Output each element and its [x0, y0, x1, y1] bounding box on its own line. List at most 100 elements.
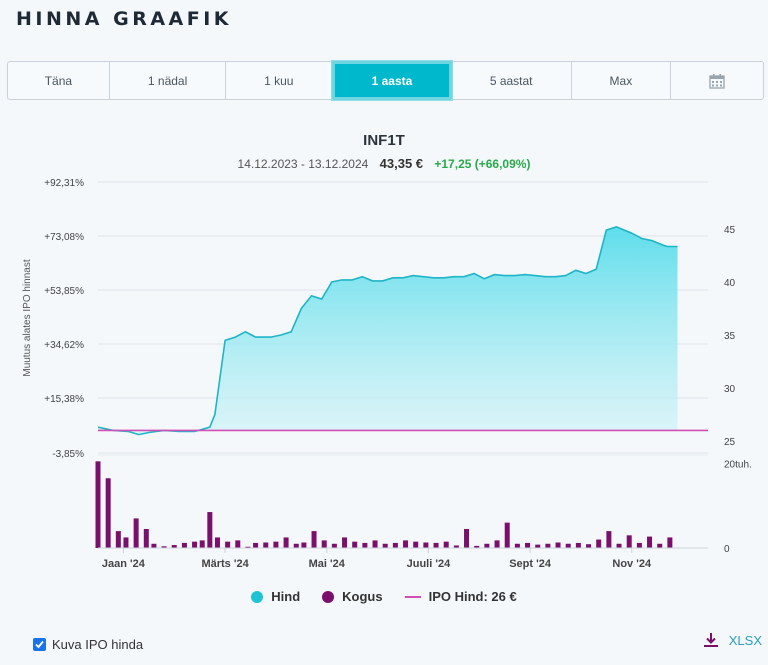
volume-bar	[514, 543, 520, 548]
legend-volume[interactable]: Kogus	[322, 589, 383, 604]
volume-bar	[181, 542, 187, 548]
volume-bar	[105, 478, 111, 548]
volume-bar	[443, 541, 449, 548]
volume-bar	[647, 536, 653, 548]
price-line	[97, 226, 678, 436]
calendar-button[interactable]	[671, 62, 763, 99]
volume-axis-tick: 20tuh.	[724, 459, 752, 470]
volume-bar	[423, 542, 429, 548]
volume-bar	[575, 542, 581, 548]
tab-1-year[interactable]: 1 aasta	[332, 61, 452, 100]
volume-bar	[413, 541, 419, 548]
right-axis-tick: 25	[724, 437, 736, 448]
x-axis-tick: Nov '24	[612, 558, 652, 570]
right-axis-tick: 45	[724, 225, 736, 236]
download-label: XLSX	[728, 632, 762, 648]
left-axis-label: Muutus alates IPO hinnast	[22, 259, 33, 377]
volume-bar	[586, 544, 592, 548]
legend-ipo-label: IPO Hind: 26 €	[428, 589, 517, 604]
volume-bar	[494, 540, 500, 548]
volume-bar	[199, 540, 205, 548]
date-range: 14.12.2023 - 13.12.2024	[237, 157, 369, 171]
check-icon	[35, 640, 44, 649]
volume-bar	[596, 539, 602, 548]
legend-price[interactable]: Hind	[251, 589, 300, 604]
tab-max[interactable]: Max	[572, 62, 672, 99]
tab-1-month[interactable]: 1 kuu	[226, 62, 333, 99]
tab-5-years[interactable]: 5 aastat	[452, 62, 572, 99]
legend-ipo[interactable]: IPO Hind: 26 €	[404, 589, 517, 604]
price-change: +17,25 (+66,09%)	[434, 157, 531, 171]
left-axis-tick: +34,62%	[44, 340, 84, 351]
chart-summary: 14.12.2023 - 13.12.2024 43,35 € +17,25 (…	[0, 156, 768, 171]
volume-bar	[331, 543, 337, 548]
volume-bar	[235, 540, 241, 548]
volume-bar	[273, 541, 279, 548]
legend-price-label: Hind	[271, 589, 301, 604]
x-axis-tick: Juuli '24	[407, 558, 451, 570]
x-axis-tick: Märts '24	[201, 558, 249, 570]
volume-bar	[225, 541, 231, 548]
tab-today[interactable]: Täna	[8, 62, 110, 99]
volume-bar	[161, 546, 167, 548]
right-axis-tick: 35	[724, 331, 736, 342]
volume-bar	[151, 543, 157, 548]
right-axis-tick: 40	[724, 278, 736, 289]
volume-bar	[352, 541, 358, 548]
chart-ticker: INF1T	[363, 132, 405, 149]
price-chart: +92,31% +73,08% +53,85% +34,62% +15,38% -3,85…	[22, 178, 752, 570]
volume-bar	[372, 540, 378, 548]
page-title: HINNA GRAAFIK	[16, 8, 232, 30]
volume-bar	[245, 546, 251, 548]
volume-bar	[342, 537, 348, 548]
left-axis-tick: -3,85%	[52, 449, 84, 460]
calendar-icon	[709, 73, 725, 89]
volume-bar	[382, 543, 388, 548]
volume-bar	[311, 531, 317, 548]
volume-bar	[484, 543, 490, 548]
volume-bar	[555, 542, 561, 548]
volume-bar	[525, 542, 531, 548]
volume-bar	[293, 543, 299, 548]
x-axis-tick: Jaan '24	[102, 558, 146, 570]
volume-bar	[283, 537, 289, 548]
volume-axis-tick: 0	[724, 544, 730, 555]
volume-bar	[123, 537, 129, 548]
price-area	[98, 226, 678, 435]
volume-bar	[143, 528, 149, 548]
legend-price-marker	[251, 590, 264, 603]
volume-bar	[545, 543, 551, 548]
legend-ipo-marker	[404, 595, 421, 598]
volume-bar	[133, 518, 139, 548]
volume-bar	[464, 528, 470, 548]
volume-bar	[453, 545, 459, 548]
legend-volume-label: Kogus	[342, 589, 383, 604]
volume-bar	[214, 537, 220, 548]
volume-bar	[171, 545, 177, 548]
left-axis-tick: +73,08%	[44, 232, 84, 243]
volume-bar	[535, 544, 541, 548]
left-axis-tick: +53,85%	[44, 286, 84, 297]
volume-bar	[667, 537, 673, 548]
x-axis-tick: Mai '24	[309, 558, 346, 570]
download-xlsx-button[interactable]: XLSX	[703, 632, 762, 648]
volume-bar	[207, 512, 213, 548]
volume-bar	[263, 542, 269, 548]
volume-bar	[192, 541, 198, 548]
volume-bar	[626, 535, 632, 548]
period-tabs: Täna 1 nädal 1 kuu 1 aasta 5 aastat Max	[7, 61, 764, 100]
volume-bar	[636, 542, 642, 548]
volume-bar	[321, 540, 327, 548]
show-ipo-checkbox[interactable]	[33, 638, 46, 651]
volume-bar	[392, 542, 398, 548]
volume-bar	[253, 542, 259, 548]
volume-bar	[115, 531, 121, 548]
volume-bar	[504, 522, 510, 548]
download-icon	[703, 633, 718, 647]
volume-bar	[565, 543, 571, 548]
show-ipo-toggle[interactable]: Kuva IPO hinda	[33, 637, 143, 652]
tab-1-week[interactable]: 1 nädal	[110, 62, 227, 99]
volume-bar	[362, 542, 368, 548]
volume-bar	[474, 545, 480, 548]
volume-bar	[616, 543, 622, 548]
